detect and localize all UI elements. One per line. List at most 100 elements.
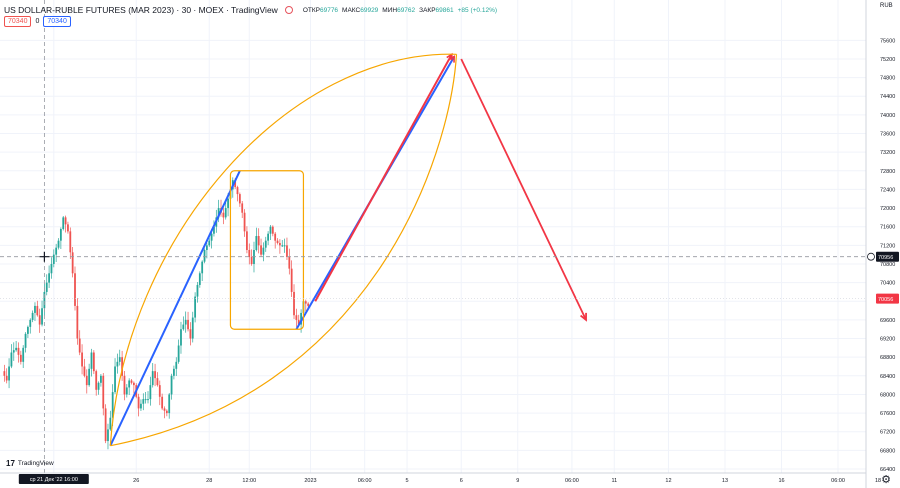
candle (59, 229, 62, 241)
x-tick-label: 11 (611, 478, 617, 484)
candle (208, 240, 211, 246)
candle (194, 296, 197, 318)
y-tick-label: 66400 (880, 467, 895, 473)
candle (85, 375, 88, 386)
candle (3, 371, 6, 376)
candle (180, 329, 182, 346)
buy-price-button[interactable]: 70340 (43, 16, 71, 27)
y-tick-label: 68000 (880, 392, 895, 398)
candle (5, 375, 8, 381)
candle (62, 217, 65, 230)
orange-arc-upper (109, 53, 457, 446)
candle (295, 315, 298, 320)
red-trend-line (314, 53, 453, 302)
symbol-title[interactable]: US DOLLAR-RUBLE FUTURES (MAR 2023) · 30 … (4, 5, 278, 15)
candle (290, 268, 293, 292)
candle (293, 291, 295, 316)
orange-arc-lower (110, 54, 458, 447)
candle (154, 371, 156, 379)
candle (201, 261, 204, 274)
candle (281, 245, 284, 247)
candle (213, 226, 215, 234)
blue-trend-line (109, 170, 241, 447)
candle (128, 380, 131, 388)
candle (43, 291, 46, 309)
candle (168, 394, 171, 414)
candle (137, 396, 140, 409)
candle (140, 403, 142, 409)
y-tick-label: 72400 (880, 187, 895, 193)
red-arrow-head (580, 312, 587, 322)
currency-label: RUB (880, 3, 893, 9)
close-label: ЗАКР (419, 6, 436, 14)
candle (132, 382, 135, 386)
candle (38, 315, 41, 325)
candle (29, 319, 32, 327)
crosshair-time-bg (18, 474, 89, 484)
tradingview-logo-text: TradingView (17, 460, 54, 467)
candle (267, 233, 270, 241)
sell-price-button[interactable]: 70340 (4, 16, 32, 27)
candle (95, 371, 98, 390)
candle (88, 368, 91, 386)
candle (34, 305, 36, 313)
candle (81, 352, 83, 367)
price-buttons: 70340 0 70340 (4, 16, 71, 27)
y-tick-label: 69600 (880, 318, 895, 324)
candle (123, 375, 126, 395)
candle (144, 399, 147, 401)
candle (41, 308, 43, 325)
candle (248, 250, 251, 257)
candle (198, 273, 201, 285)
up-arrow-head (448, 55, 455, 63)
y-tick-label: 74000 (880, 113, 895, 119)
x-tick-label: 28 (206, 478, 212, 484)
candle (69, 231, 72, 253)
candle (196, 284, 199, 297)
candle (130, 380, 133, 383)
y-tick-label: 74400 (880, 94, 895, 100)
chart-drawings (0, 0, 866, 473)
candle (271, 226, 274, 234)
y-tick-label: 70800 (880, 262, 895, 268)
y-tick-label: 67200 (880, 430, 895, 436)
crosshair-price-label: 70956 (878, 255, 893, 261)
candle (260, 245, 262, 255)
candle (17, 347, 20, 355)
candle (210, 233, 213, 241)
candle (64, 217, 67, 225)
candle (121, 357, 124, 376)
candle (118, 357, 121, 362)
candle (224, 208, 227, 218)
tradingview-logo[interactable]: 17 TradingView (6, 459, 54, 468)
candle (45, 282, 48, 292)
candle (102, 375, 105, 409)
y-tick-label: 73200 (880, 150, 895, 156)
y-tick-label: 72800 (880, 169, 895, 175)
settings-gear-icon[interactable]: ⚙ (881, 474, 891, 486)
chart-header: US DOLLAR-RUBLE FUTURES (MAR 2023) · 30 … (4, 3, 497, 17)
candle (246, 231, 248, 250)
price-axis: RUB 66400 66800 67200 67600 68000 68400 68800 69… (865, 0, 900, 488)
low-value: 69762 (397, 6, 416, 14)
candle (48, 273, 50, 283)
candle (149, 385, 152, 400)
candle (238, 194, 241, 204)
candle (52, 254, 55, 264)
candle (170, 375, 173, 395)
candle (92, 352, 95, 372)
candle (24, 333, 27, 348)
candle (90, 352, 93, 369)
candle (274, 233, 277, 241)
candle (55, 247, 58, 255)
x-tick-label: 12:00 (242, 478, 256, 484)
y-tick-label: 68400 (880, 374, 895, 380)
x-tick-label: 06:00 (831, 478, 845, 484)
x-tick-label: 13 (722, 478, 728, 484)
x-tick-label: 12 (665, 478, 671, 484)
candle (227, 198, 229, 209)
candle (12, 350, 15, 353)
candle (297, 319, 300, 325)
candle (125, 387, 128, 395)
